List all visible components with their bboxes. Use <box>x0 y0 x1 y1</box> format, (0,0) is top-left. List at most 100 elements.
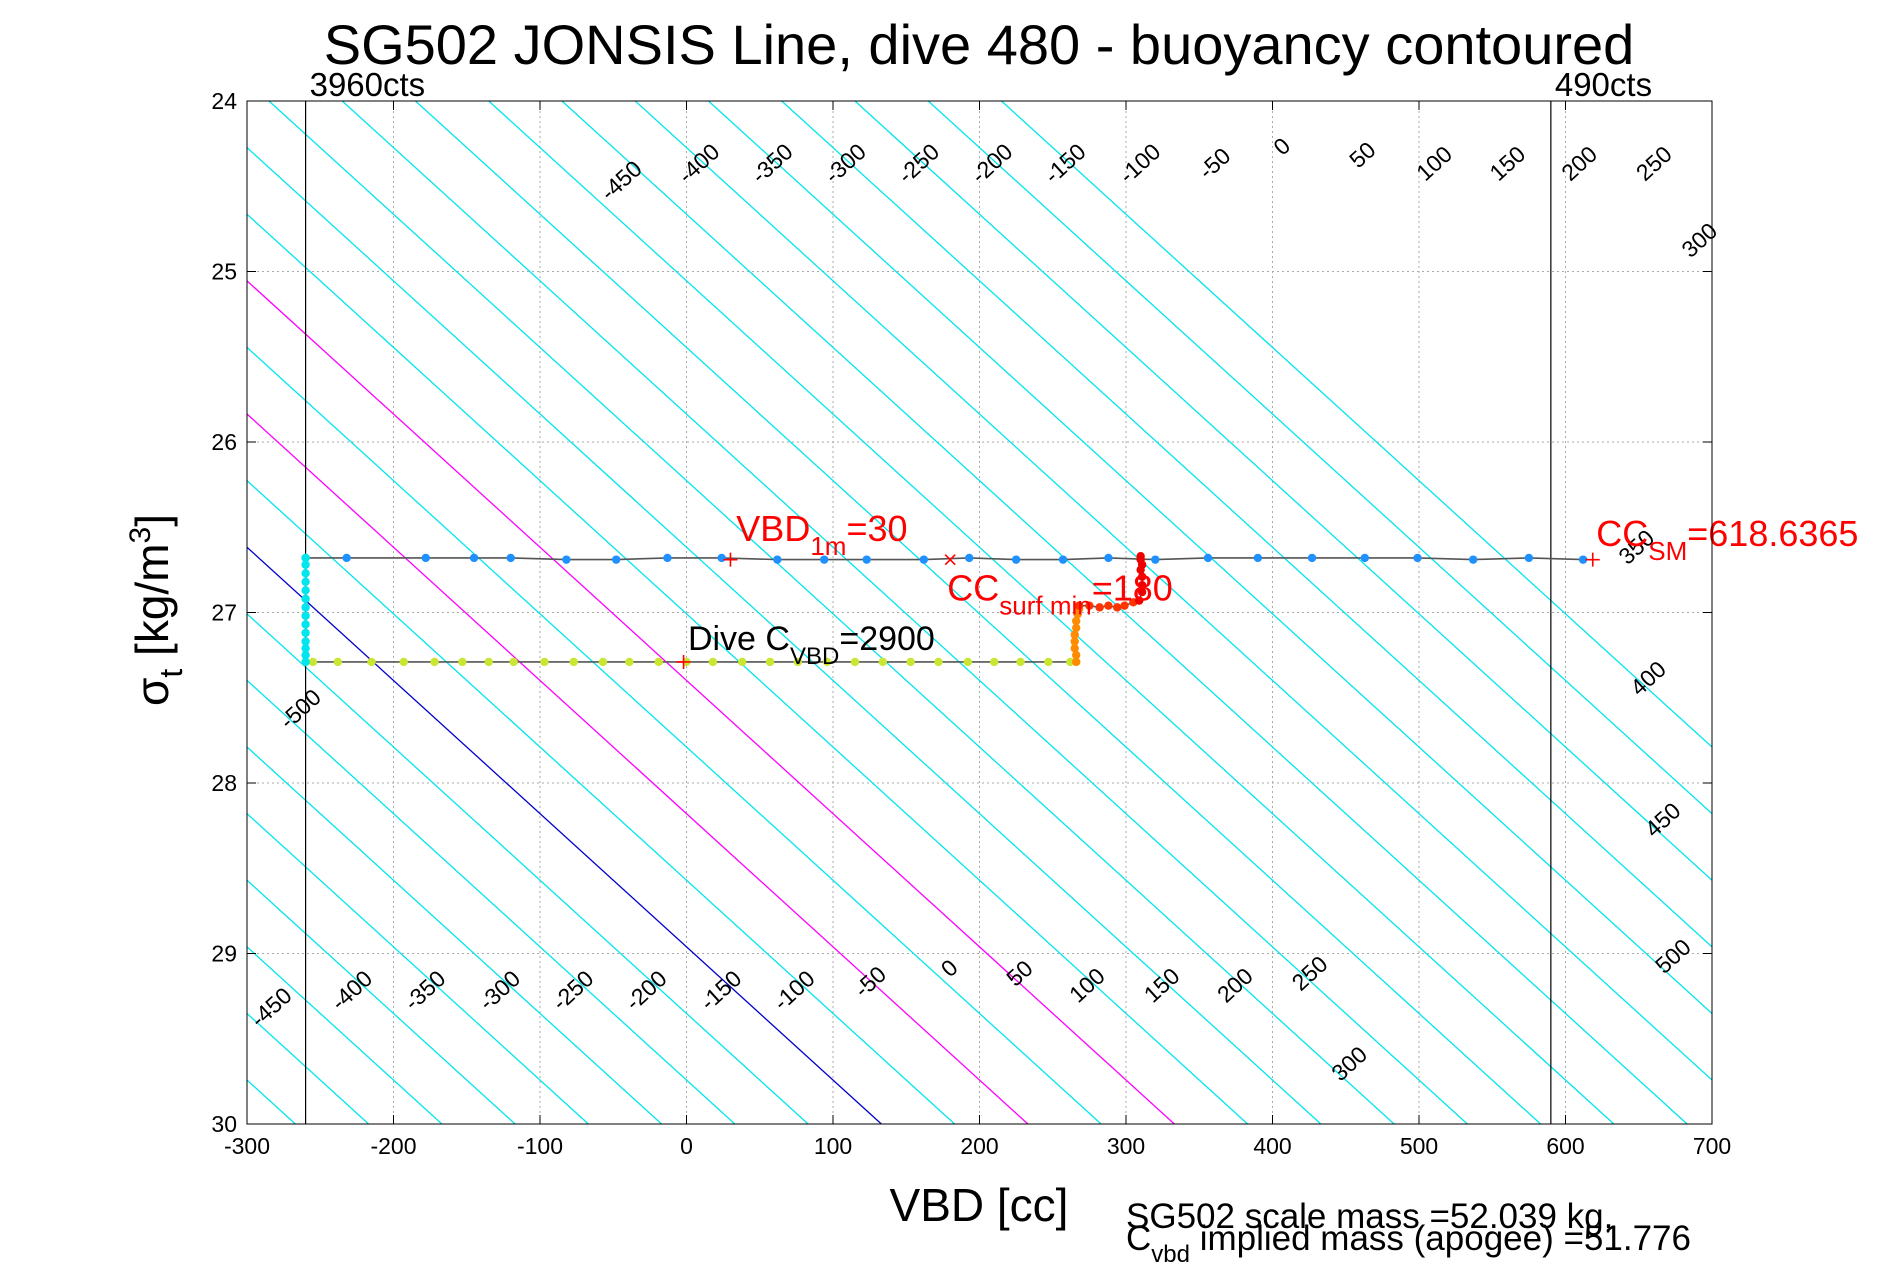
annotation-main: VBD <box>736 508 810 549</box>
profile-point <box>562 555 571 564</box>
contour-line <box>247 346 1102 1124</box>
x-tick-label: -200 <box>370 1133 416 1159</box>
annotation-main: CC <box>1596 513 1648 554</box>
profile-point <box>469 553 479 563</box>
profile-point <box>308 657 318 667</box>
y-axis-label-symbol: σ <box>126 678 178 706</box>
contour-line <box>708 101 1712 1015</box>
profile-point <box>1524 553 1534 563</box>
annotation-value: =30 <box>846 508 907 549</box>
profile-point <box>301 620 310 629</box>
footnote-implied-mass-sub: vbd <box>1151 1241 1190 1262</box>
contour-line <box>247 213 1249 1124</box>
y-tick-label: 24 <box>211 88 237 114</box>
profile-point <box>1074 601 1084 610</box>
y-axis-label-unit: [kg/m <box>126 543 178 668</box>
contour-line <box>415 101 1542 1124</box>
profile-point <box>484 657 493 667</box>
annotation-value: =2900 <box>839 620 935 658</box>
plus-marker <box>676 654 691 669</box>
profile-point <box>850 657 860 667</box>
profile-point <box>963 657 972 667</box>
profile-series <box>301 552 1588 667</box>
profile-point <box>301 577 310 587</box>
profile-point <box>765 657 775 667</box>
profile-point <box>1071 616 1081 626</box>
x-tick-label: 600 <box>1546 1133 1584 1159</box>
profile-point <box>717 553 726 563</box>
profile-point <box>301 644 310 653</box>
profile-point <box>1469 555 1478 564</box>
profile-point <box>1011 555 1021 564</box>
profile-point <box>598 657 608 667</box>
contour-line <box>247 146 1322 1124</box>
contour-line <box>247 879 516 1124</box>
y-axis-label: σt [kg/m3] <box>124 514 189 706</box>
x-tick-label: 400 <box>1253 1133 1291 1159</box>
y-axis-label-subscript: t <box>153 669 189 678</box>
profile-point <box>301 594 310 604</box>
annotation-subscript: SM <box>1648 536 1687 566</box>
profile-point <box>301 637 310 646</box>
profile-point <box>540 657 549 667</box>
count-limit-label: 3960cts <box>310 66 426 103</box>
annotation-subscript: VBD <box>790 643 839 670</box>
annotation-subscript: surf min <box>999 591 1091 621</box>
contour-line <box>561 101 1688 1124</box>
profile-point <box>1104 601 1113 610</box>
profile-point <box>793 657 803 667</box>
x-tick-label: 500 <box>1400 1133 1438 1159</box>
profile-point <box>301 603 310 612</box>
markers <box>676 552 1600 669</box>
annotation-main: Dive C <box>688 620 790 658</box>
profile-point <box>1360 553 1369 563</box>
x-tick-label: -300 <box>224 1133 270 1159</box>
profile-point <box>1307 553 1317 563</box>
profile-point <box>1044 657 1053 667</box>
profile-point <box>1070 637 1079 646</box>
profile-point <box>611 555 621 564</box>
count-limit-label: 490cts <box>1555 66 1652 103</box>
footnote-scale-mass: SG502 scale mass =52.039 kg, <box>1126 1197 1613 1236</box>
profile-point <box>1151 555 1160 564</box>
profile-point <box>1137 572 1147 581</box>
profile-point <box>367 657 376 667</box>
profile-point <box>458 657 467 667</box>
profile-line <box>305 557 1584 561</box>
profile-point <box>1104 553 1113 563</box>
profile-point <box>1253 553 1263 563</box>
profile-point <box>965 553 974 563</box>
annotation-value: =618.6365 <box>1687 513 1858 554</box>
x-axis-label: VBD [cc] <box>890 1179 1069 1231</box>
profile-point <box>1095 603 1104 612</box>
profile-point <box>773 555 782 564</box>
profile-point <box>919 555 929 564</box>
profile-point <box>506 553 515 563</box>
profile-point <box>878 657 888 667</box>
profile-point <box>1070 630 1079 639</box>
profile-point <box>301 611 310 621</box>
annotation-label: VBD1m=30 <box>736 508 907 561</box>
y-tick-label: 29 <box>211 941 237 967</box>
profile-point <box>1578 555 1588 564</box>
x-tick-label: 200 <box>960 1133 998 1159</box>
profile-point <box>1137 587 1147 597</box>
plus-marker <box>723 552 738 567</box>
profile-point <box>301 657 310 667</box>
contour-line <box>488 101 1615 1124</box>
profile-point <box>301 586 310 595</box>
y-tick-label: 27 <box>211 600 237 626</box>
profile-point <box>934 657 943 667</box>
contour-line <box>341 101 1468 1124</box>
contour-line <box>781 101 1712 948</box>
footnote-implied-mass: Cvbd implied mass (apogee) =51.776 <box>1126 1219 1691 1262</box>
grid <box>247 101 1712 1124</box>
profile-point <box>301 628 310 638</box>
profile-point <box>342 553 351 563</box>
x-tick-label: -100 <box>517 1133 563 1159</box>
y-axis-label-superscript: 3 <box>124 527 157 544</box>
profile-point <box>1058 555 1068 564</box>
profile-point <box>1120 601 1129 610</box>
y-tick-label: 26 <box>211 429 237 455</box>
